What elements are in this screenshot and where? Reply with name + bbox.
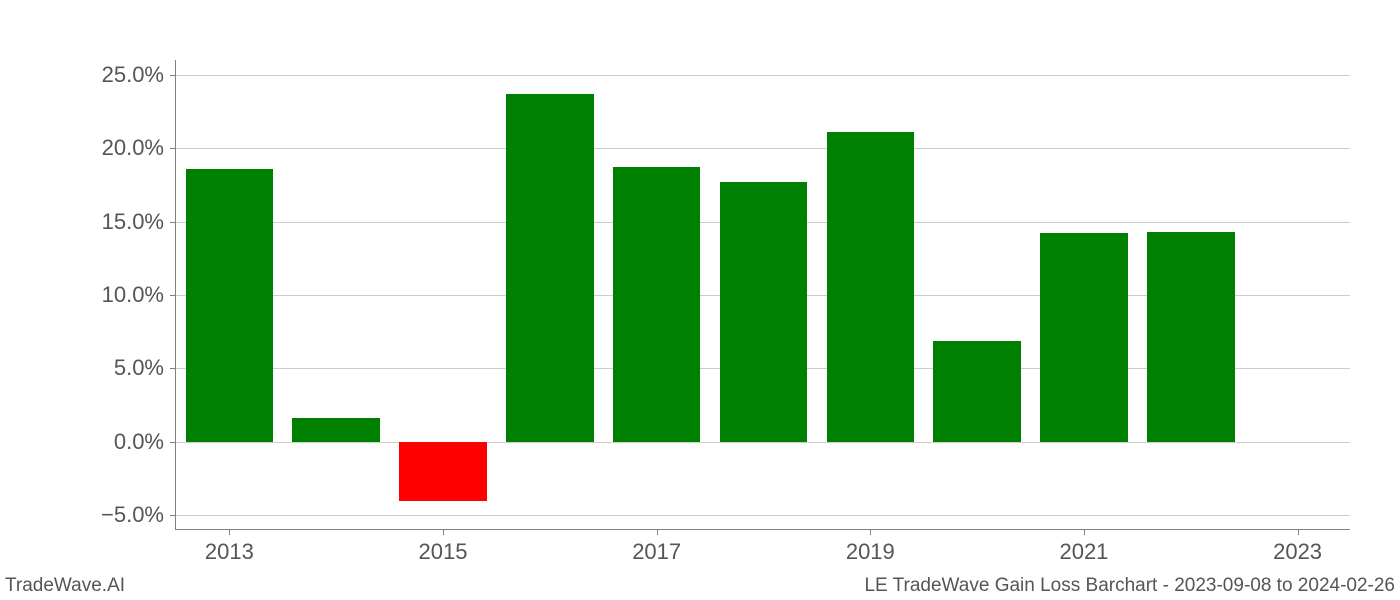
bar-2020 (933, 341, 1021, 442)
ytick-label: −5.0% (101, 502, 176, 528)
bar-2022 (1147, 232, 1235, 442)
footer-left-text: TradeWave.AI (5, 575, 125, 597)
ytick-label: 15.0% (102, 209, 176, 235)
xtick-label: 2015 (419, 529, 468, 565)
xtick-label: 2019 (846, 529, 895, 565)
bar-chart: −5.0%0.0%5.0%10.0%15.0%20.0%25.0%2013201… (175, 60, 1350, 530)
xtick-label: 2017 (632, 529, 681, 565)
ytick-label: 5.0% (114, 355, 176, 381)
bar-2018 (720, 182, 808, 442)
bar-2014 (292, 418, 380, 442)
ytick-label: 0.0% (114, 429, 176, 455)
gridline (176, 148, 1350, 149)
bar-2019 (827, 132, 915, 442)
ytick-label: 25.0% (102, 62, 176, 88)
ytick-label: 10.0% (102, 282, 176, 308)
bar-2017 (613, 167, 701, 442)
xtick-label: 2021 (1059, 529, 1108, 565)
gridline (176, 442, 1350, 443)
gridline (176, 515, 1350, 516)
gridline (176, 75, 1350, 76)
xtick-label: 2023 (1273, 529, 1322, 565)
bar-2013 (186, 169, 274, 442)
bar-2015 (399, 442, 487, 501)
footer-right-text: LE TradeWave Gain Loss Barchart - 2023-0… (864, 575, 1395, 597)
plot-area: −5.0%0.0%5.0%10.0%15.0%20.0%25.0%2013201… (175, 60, 1350, 530)
ytick-label: 20.0% (102, 135, 176, 161)
bar-2016 (506, 94, 594, 442)
bar-2021 (1040, 233, 1128, 442)
xtick-label: 2013 (205, 529, 254, 565)
